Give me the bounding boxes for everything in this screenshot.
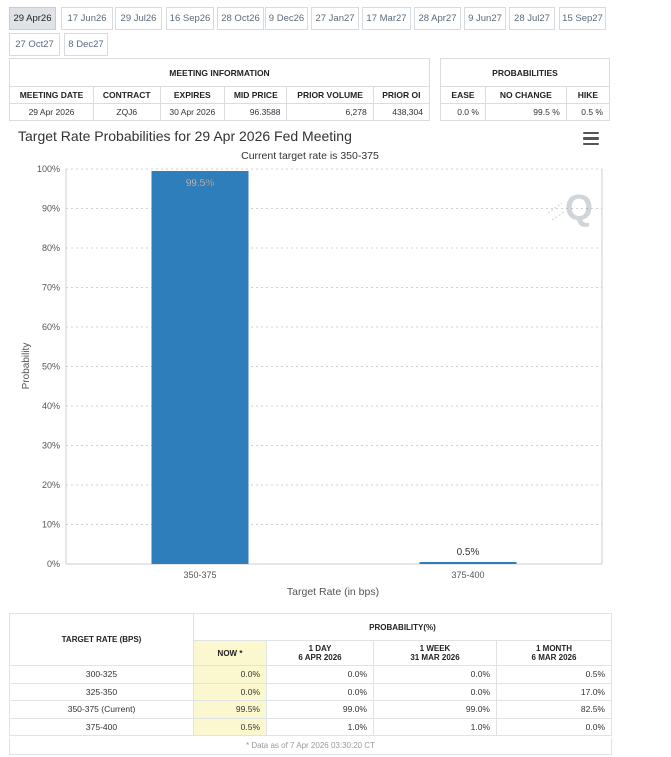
- contract-value: ZQJ6: [92, 103, 161, 121]
- y-tick-label: 90%: [42, 204, 60, 214]
- tab-9-jun27[interactable]: 9 Jun27: [464, 7, 506, 30]
- chart-subtitle: Current target rate is 350-375: [241, 150, 379, 162]
- y-tick-label: 50%: [42, 362, 60, 372]
- cell-month: 0.5%: [496, 665, 612, 684]
- y-tick-label: 30%: [42, 441, 60, 451]
- cell-week: 0.0%: [373, 665, 497, 684]
- note-container: [9, 738, 612, 755]
- probability-group-header: PROBABILITY(%): [193, 613, 612, 641]
- col-1-day-label: 1 DAY: [308, 644, 332, 653]
- y-tick-label: 100%: [37, 164, 60, 174]
- tab-28-oct26[interactable]: 28 Oct26: [217, 7, 264, 30]
- col-1-month-date: 6 MAR 2026: [531, 653, 577, 662]
- col-1-day: 1 DAY 6 APR 2026: [266, 640, 374, 666]
- hamburger-menu-icon[interactable]: [583, 132, 599, 146]
- mid-price-value: 96.3588: [224, 103, 288, 121]
- data-timestamp-note: * Data as of 7 Apr 2026 03:30:20 CT: [246, 741, 375, 750]
- col-1-month: 1 MONTH 6 MAR 2026: [496, 640, 612, 666]
- cell-rate: 375-400: [9, 717, 194, 736]
- y-tick-label: 10%: [42, 520, 60, 530]
- target-rate-header: TARGET RATE (BPS): [9, 613, 194, 666]
- col-now: NOW *: [193, 640, 267, 666]
- table-row: 350-375 (Current) 99.5% 99.0% 99.0% 82.5%: [9, 700, 612, 719]
- table-row: 375-400 0.5% 1.0% 1.0% 0.0%: [9, 717, 612, 736]
- tab-28-jul27[interactable]: 28 Jul27: [509, 7, 555, 30]
- cell-now: 0.0%: [193, 665, 267, 684]
- bar-375-400[interactable]: [419, 562, 517, 564]
- y-tick-label: 0%: [47, 559, 60, 569]
- prior-volume-value: 6,278: [286, 103, 374, 121]
- ease-value: 0.0 %: [440, 103, 486, 121]
- chart-title: Target Rate Probabilities for 29 Apr 202…: [18, 128, 352, 144]
- cell-day: 0.0%: [266, 682, 374, 701]
- probabilities-table: PROBABILITIES EASE NO CHANGE HIKE 0.0 % …: [440, 58, 611, 121]
- cell-now: 99.5%: [193, 700, 267, 719]
- tab-15-sep27[interactable]: 15 Sep27: [559, 7, 606, 30]
- x-tick-label: 375-400: [451, 570, 484, 580]
- data-label-375-400: 0.5%: [457, 547, 480, 558]
- hike-value: 0.5 %: [565, 103, 611, 121]
- svg-text:Q: Q: [565, 187, 593, 228]
- tab-27-jan27[interactable]: 27 Jan27: [311, 7, 359, 30]
- tab-29-apr26[interactable]: 29 Apr26: [9, 7, 56, 30]
- y-axis-label: Probability: [21, 343, 32, 390]
- cell-rate: 325-350: [9, 682, 194, 701]
- target-rate-chart: 0% 10% 20% 30% 40% 50% 60% 70% 80% 90% 100% 99.5% 0…: [21, 164, 603, 598]
- tab-8-dec27[interactable]: 8 Dec27: [64, 33, 108, 56]
- tab-17-mar27[interactable]: 17 Mar27: [362, 7, 411, 30]
- tab-16-sep26[interactable]: 16 Sep26: [166, 7, 214, 30]
- y-tick-label: 60%: [42, 322, 60, 332]
- probability-history-table: TARGET RATE (BPS) PROBABILITY(%) NOW * 1…: [9, 613, 612, 736]
- no-change-value: 99.5 %: [484, 103, 567, 121]
- chart-bars: 99.5% 0.5%: [151, 170, 517, 564]
- col-1-day-date: 6 APR 2026: [298, 653, 342, 662]
- x-tick-label: 350-375: [183, 570, 216, 580]
- y-tick-label: 40%: [42, 401, 60, 411]
- y-tick-label: 80%: [42, 243, 60, 253]
- cell-month: 82.5%: [496, 700, 612, 719]
- tab-28-apr27[interactable]: 28 Apr27: [414, 7, 461, 30]
- cell-rate: 350-375 (Current): [9, 700, 194, 719]
- cell-now: 0.5%: [193, 717, 267, 736]
- y-tick-labels: 0% 10% 20% 30% 40% 50% 60% 70% 80% 90% 100%: [37, 164, 60, 569]
- cell-now: 0.0%: [193, 682, 267, 701]
- x-axis-label: Target Rate (in bps): [287, 586, 379, 598]
- prior-oi-value: 438,304: [372, 103, 431, 121]
- cell-rate: 300-325: [9, 665, 194, 684]
- tab-9-dec26[interactable]: 9 Dec26: [265, 7, 308, 30]
- x-tick-labels: 350-375 375-400: [183, 570, 484, 580]
- cell-day: 0.0%: [266, 665, 374, 684]
- table-row: 325-350 0.0% 0.0% 0.0% 17.0%: [9, 682, 612, 701]
- cell-month: 0.0%: [496, 717, 612, 736]
- meeting-date-value: 29 Apr 2026: [9, 103, 94, 121]
- table-row: 300-325 0.0% 0.0% 0.0% 0.5%: [9, 665, 612, 684]
- cell-week: 1.0%: [373, 717, 497, 736]
- cell-week: 99.0%: [373, 700, 497, 719]
- y-tick-label: 20%: [42, 480, 60, 490]
- col-1-week: 1 WEEK 31 MAR 2026: [373, 640, 497, 666]
- cell-month: 17.0%: [496, 682, 612, 701]
- col-1-month-label: 1 MONTH: [536, 644, 572, 653]
- meeting-information-table: MEETING INFORMATION MEETING DATE CONTRAC…: [9, 58, 431, 121]
- expires-value: 30 Apr 2026: [159, 103, 226, 121]
- tab-27-oct27[interactable]: 27 Oct27: [9, 33, 60, 56]
- col-1-week-label: 1 WEEK: [419, 644, 451, 653]
- cell-week: 0.0%: [373, 682, 497, 701]
- tab-29-jul26[interactable]: 29 Jul26: [115, 7, 162, 30]
- y-tick-label: 70%: [42, 283, 60, 293]
- col-1-week-date: 31 MAR 2026: [410, 653, 460, 662]
- cell-day: 1.0%: [266, 717, 374, 736]
- cell-day: 99.0%: [266, 700, 374, 719]
- data-label-350-375: 99.5%: [186, 178, 214, 189]
- bar-350-375[interactable]: [151, 170, 249, 564]
- q-watermark-icon: Q: [547, 187, 593, 228]
- tab-17-jun26[interactable]: 17 Jun26: [61, 7, 113, 30]
- chart-gridlines: [65, 168, 603, 565]
